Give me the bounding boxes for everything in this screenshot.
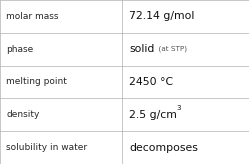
- Text: molar mass: molar mass: [6, 12, 59, 21]
- Text: 2.5 g/cm: 2.5 g/cm: [129, 110, 177, 120]
- Text: solubility in water: solubility in water: [6, 143, 87, 152]
- Text: (at STP): (at STP): [154, 46, 187, 52]
- Text: melting point: melting point: [6, 78, 67, 86]
- Text: 3: 3: [177, 105, 181, 111]
- Text: 72.14 g/mol: 72.14 g/mol: [129, 11, 194, 21]
- Text: decomposes: decomposes: [129, 143, 198, 153]
- Text: phase: phase: [6, 45, 33, 54]
- Text: solid: solid: [129, 44, 154, 54]
- Text: 2450 °C: 2450 °C: [129, 77, 173, 87]
- Text: density: density: [6, 110, 40, 119]
